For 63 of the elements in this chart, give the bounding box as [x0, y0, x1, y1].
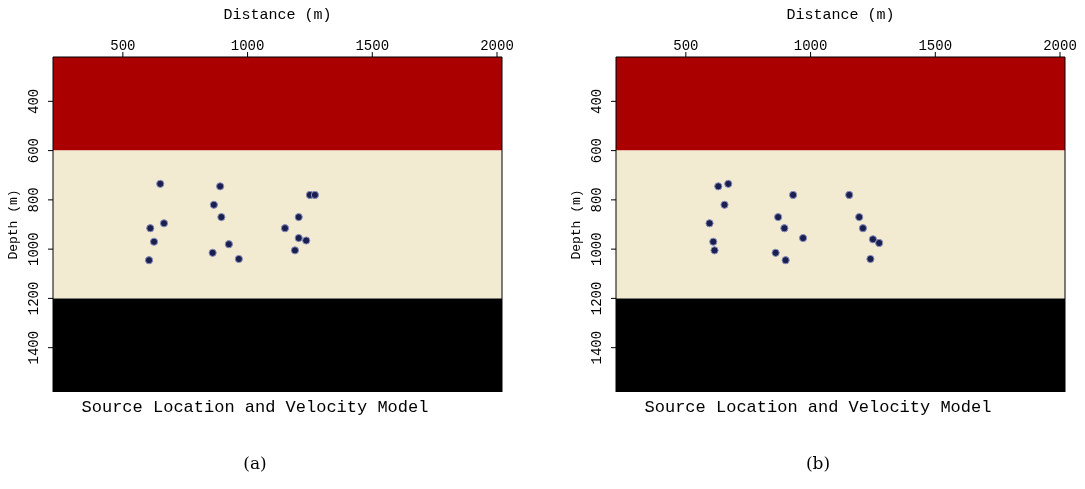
point: [234, 254, 243, 264]
point: [714, 182, 723, 191]
point: [209, 200, 218, 209]
y-tick-label: 1400: [26, 330, 42, 365]
x-tick-label: 1500: [918, 38, 953, 54]
point: [780, 224, 789, 233]
x-axis-title: Distance (m): [786, 6, 895, 24]
point: [710, 246, 719, 255]
point: [149, 237, 159, 246]
point: [310, 190, 320, 200]
x-tick-label: 500: [110, 38, 136, 54]
y-tick-label: 600: [589, 137, 605, 164]
y-tick-label: 1000: [26, 232, 42, 266]
y-tick-label: 400: [26, 88, 42, 114]
point: [724, 179, 733, 188]
point: [290, 246, 300, 255]
y-tick-label: 1000: [589, 232, 605, 266]
point: [875, 238, 884, 248]
point: [771, 248, 780, 257]
point: [156, 179, 165, 188]
point: [789, 190, 798, 200]
point: [798, 233, 808, 243]
x-tick-label: 1500: [355, 38, 390, 54]
point: [866, 254, 875, 264]
point: [858, 224, 868, 233]
y-tick-label: 800: [589, 187, 605, 213]
point: [294, 213, 303, 222]
point: [280, 224, 290, 233]
y-tick-label: 600: [26, 137, 42, 164]
text: (a): [242, 453, 268, 473]
point: [774, 213, 783, 222]
point: [159, 219, 169, 228]
text: (b): [804, 453, 832, 473]
x-tick-label: 1000: [793, 38, 828, 54]
y-tick-label: 1200: [589, 281, 605, 316]
point: [216, 182, 225, 191]
point: [302, 236, 311, 245]
point: [224, 240, 233, 249]
x-tick-label: 1000: [230, 38, 265, 54]
x-tick-label: 500: [673, 38, 699, 54]
point: [208, 248, 217, 257]
y-tick-label: 1400: [589, 330, 605, 365]
point: [720, 200, 729, 209]
point: [705, 219, 714, 228]
y-tick-label: 400: [589, 88, 605, 114]
y-axis-title: Depth (m): [5, 189, 21, 260]
point: [146, 224, 155, 233]
point: [144, 256, 154, 265]
point: [294, 233, 303, 243]
point: [855, 213, 864, 222]
point: [781, 256, 790, 265]
x-axis-title: Distance (m): [223, 6, 332, 24]
x-tick-label: 2000: [1043, 38, 1077, 54]
point: [709, 237, 718, 246]
text: Source Location and Velocity Model: [80, 398, 430, 417]
text: Source Location and Velocity Model: [643, 398, 993, 417]
x-tick-label: 2000: [480, 38, 514, 54]
y-axis-title: Depth (m): [568, 189, 584, 260]
point: [845, 190, 854, 200]
y-tick-label: 1200: [26, 281, 42, 316]
y-tick-label: 800: [26, 187, 42, 213]
point: [868, 235, 878, 244]
point: [217, 213, 226, 222]
